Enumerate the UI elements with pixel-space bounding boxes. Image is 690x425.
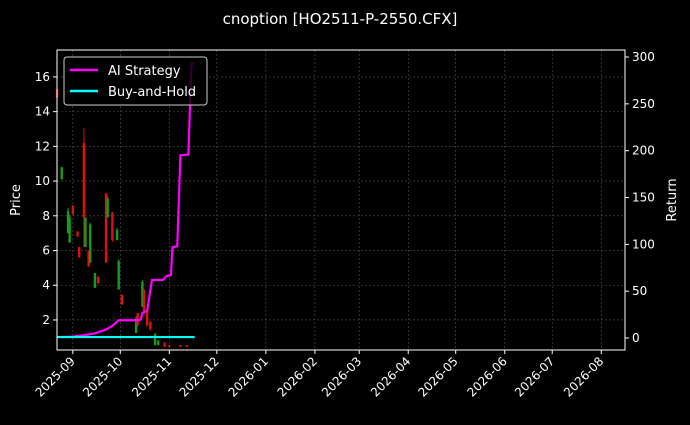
legend-strategy-label: AI Strategy <box>108 64 181 79</box>
candle <box>157 339 160 346</box>
candle-body <box>153 333 157 346</box>
y2-tick-label: 250 <box>632 97 655 111</box>
candle <box>71 205 75 215</box>
candle <box>76 231 79 237</box>
candle-body <box>82 142 86 218</box>
candle-body <box>96 276 100 284</box>
x-tick-label: 2026-03 <box>319 354 364 399</box>
legend: AI Strategy Buy-and-Hold <box>63 56 208 106</box>
candle-body <box>168 345 171 347</box>
candle-body <box>120 294 124 305</box>
y2-tick-label: 150 <box>632 191 655 205</box>
candle-body <box>66 210 70 234</box>
candle <box>141 280 144 307</box>
candle-body <box>157 340 160 346</box>
y-tick-label: 14 <box>35 105 50 119</box>
candle-body <box>145 309 149 326</box>
candle-body <box>60 167 63 180</box>
strategy-line <box>56 62 195 339</box>
candle <box>115 227 119 241</box>
x-tick-label: 2025-11 <box>129 354 174 399</box>
candle-body <box>142 289 146 312</box>
grid <box>57 50 625 350</box>
candle <box>179 345 182 347</box>
candle <box>82 128 86 248</box>
x-tick-label: 2026-04 <box>368 354 413 399</box>
candle-body <box>134 318 138 333</box>
candle-body <box>117 260 120 290</box>
candle-body <box>136 313 139 326</box>
lines <box>56 62 195 339</box>
y-tick-label: 10 <box>35 174 50 188</box>
candle-body <box>76 231 79 237</box>
candle <box>117 259 120 290</box>
candle <box>77 247 81 258</box>
y-axis-label: Price <box>9 184 24 216</box>
candle-body <box>104 193 108 263</box>
candle <box>104 193 108 263</box>
candle-body <box>68 217 71 243</box>
x-tick-label: 2026-05 <box>415 354 460 399</box>
y2-tick-label: 200 <box>632 144 655 158</box>
candle <box>111 212 114 242</box>
candle-body <box>115 229 119 241</box>
y2-tick-label: 100 <box>632 237 655 251</box>
candle <box>168 345 171 347</box>
candle-body <box>163 342 166 347</box>
candles <box>55 87 188 347</box>
x-tick-label: 2026-06 <box>465 354 510 399</box>
candle-body <box>149 321 152 330</box>
candle-body <box>84 217 87 248</box>
candle-body <box>106 198 109 218</box>
candle <box>96 276 100 284</box>
y2-tick-label: 50 <box>632 284 647 298</box>
candle-body <box>71 205 75 215</box>
candle <box>106 196 109 218</box>
x-tick-label: 2025-10 <box>80 354 125 399</box>
candle <box>60 167 63 180</box>
x-tick-label: 2026-02 <box>275 354 320 399</box>
candle-body <box>179 345 182 347</box>
x-tick-label: 2026-07 <box>512 354 557 399</box>
y-tick-label: 8 <box>42 209 50 223</box>
y-tick-label: 16 <box>35 70 50 84</box>
candle <box>185 345 188 347</box>
candle <box>66 207 70 234</box>
y-tick-label: 2 <box>42 313 50 327</box>
candle <box>142 289 146 314</box>
candle <box>68 214 71 243</box>
candle <box>149 321 152 331</box>
candle-body <box>111 212 114 241</box>
x-tick-label: 2025-09 <box>33 354 78 399</box>
legend-buyhold-label: Buy-and-Hold <box>108 85 196 100</box>
y2-tick-label: 300 <box>632 50 655 64</box>
candle <box>89 222 92 263</box>
candle-body <box>141 281 144 307</box>
x-tick-label: 2026-01 <box>226 354 271 399</box>
candle-body <box>87 250 90 267</box>
candle <box>163 342 166 347</box>
candle-body <box>93 273 97 288</box>
y2-axis-label: Return <box>665 178 680 221</box>
chart-title: cnoption [HO2511-P-2550.CFX] <box>223 10 458 28</box>
y-tick-label: 4 <box>42 278 50 292</box>
x-tick-label: 2026-08 <box>561 354 606 399</box>
plot-frame <box>56 49 626 351</box>
y-tick-label: 6 <box>42 244 50 258</box>
candle <box>153 332 157 346</box>
candle <box>93 273 97 288</box>
candle-body <box>77 247 81 258</box>
candle-body <box>185 345 188 347</box>
candle <box>120 294 124 306</box>
candle <box>84 217 87 248</box>
candle-body <box>89 224 92 263</box>
candle <box>145 309 149 327</box>
candle <box>87 250 90 268</box>
x-tick-label: 2025-12 <box>177 354 222 399</box>
y-tick-label: 12 <box>35 139 50 153</box>
y2-tick-label: 0 <box>632 331 640 345</box>
legend-box <box>63 56 208 106</box>
